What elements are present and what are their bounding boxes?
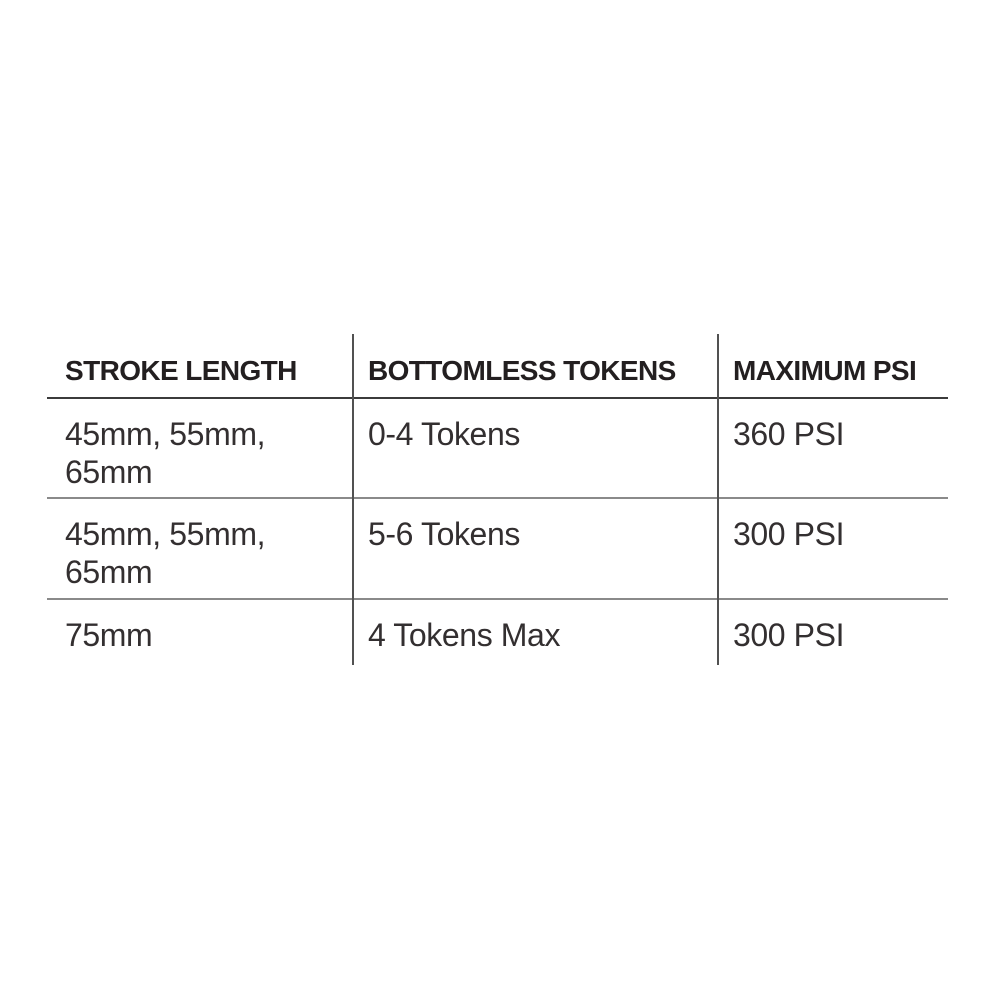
table-cell-stroke-length: 75mm bbox=[65, 617, 153, 653]
spec-table: STROKE LENGTH BOTTOMLESS TOKENS MAXIMUM … bbox=[47, 334, 948, 665]
column-header-maximum-psi: MAXIMUM PSI bbox=[733, 355, 917, 386]
column-header-bottomless-tokens: BOTTOMLESS TOKENS bbox=[368, 355, 676, 386]
column-header-stroke-length: STROKE LENGTH bbox=[65, 355, 297, 386]
table-cell-maximum-psi: 300 PSI bbox=[733, 617, 845, 653]
column-divider-line bbox=[352, 334, 354, 665]
table-cell-bottomless-tokens: 5-6 Tokens bbox=[368, 516, 520, 552]
row-separator-line bbox=[47, 497, 948, 499]
row-separator-line bbox=[47, 598, 948, 600]
header-rule-line bbox=[47, 397, 948, 399]
table-cell-stroke-length: 45mm, 55mm, 65mm bbox=[65, 416, 266, 490]
spec-table-grid: STROKE LENGTH BOTTOMLESS TOKENS MAXIMUM … bbox=[47, 334, 948, 665]
table-cell-stroke-length: 45mm, 55mm, 65mm bbox=[65, 516, 266, 590]
table-cell-maximum-psi: 360 PSI bbox=[733, 416, 845, 452]
table-cell-maximum-psi: 300 PSI bbox=[733, 516, 845, 552]
column-divider-line bbox=[717, 334, 719, 665]
table-cell-bottomless-tokens: 0-4 Tokens bbox=[368, 416, 520, 452]
table-cell-bottomless-tokens: 4 Tokens Max bbox=[368, 617, 561, 653]
